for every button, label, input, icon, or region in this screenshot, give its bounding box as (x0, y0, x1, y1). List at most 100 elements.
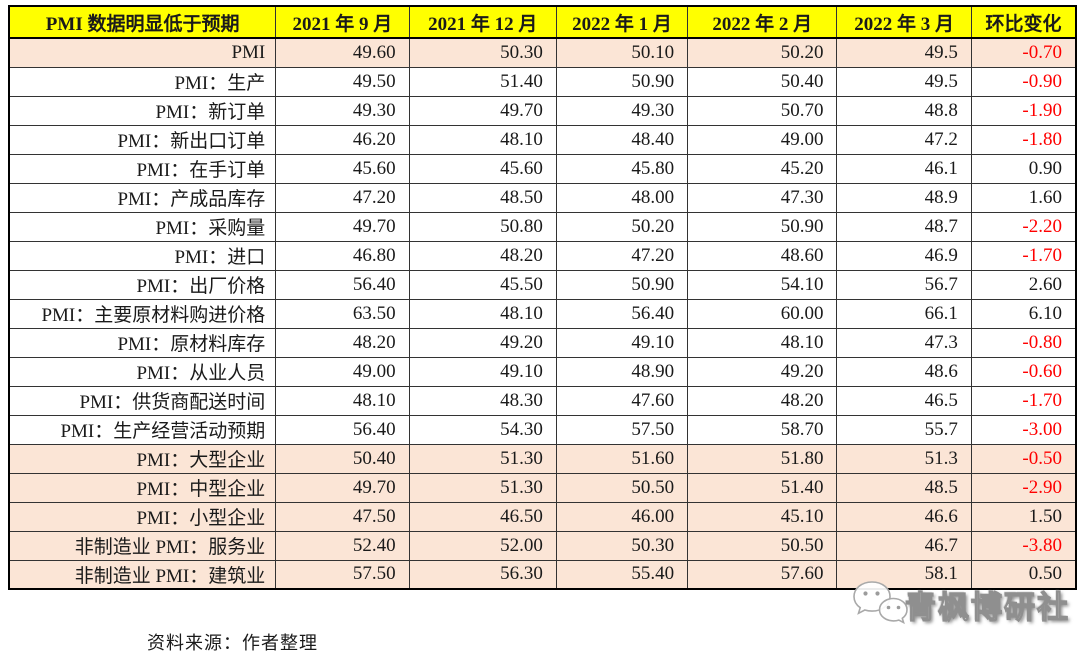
cell-value: 49.20 (408, 327, 557, 358)
row-label: PMI：进口 (8, 240, 277, 271)
row-label: 非制造业 PMI：建筑业 (8, 559, 277, 590)
table-row: PMI：小型企业 47.50 46.50 46.00 45.10 46.6 1.50 (8, 501, 1077, 532)
cell-value: 50.70 (687, 95, 838, 126)
row-label: PMI：新订单 (8, 95, 277, 126)
cell-value: 52.00 (408, 530, 557, 561)
cell-value: 50.90 (687, 211, 838, 242)
change-value: -2.20 (970, 211, 1077, 242)
change-value: -1.70 (970, 385, 1077, 416)
header-cell-2021-12: 2021 年 12 月 (408, 5, 557, 39)
cell-value: 49.30 (275, 95, 410, 126)
cell-value: 45.10 (687, 501, 838, 532)
cell-value: 48.50 (408, 182, 557, 213)
cell-value: 48.90 (555, 356, 689, 387)
cell-value: 54.30 (408, 414, 557, 445)
cell-value: 46.5 (836, 385, 972, 416)
cell-value: 48.10 (408, 124, 557, 155)
cell-value: 49.30 (555, 95, 689, 126)
cell-value: 48.9 (836, 182, 972, 213)
cell-value: 49.70 (275, 211, 410, 242)
change-value: -0.80 (970, 327, 1077, 358)
cell-value: 45.50 (408, 269, 557, 300)
row-label: PMI：主要原材料购进价格 (8, 298, 277, 329)
cell-value: 46.50 (408, 501, 557, 532)
cell-value: 47.50 (275, 501, 410, 532)
cell-value: 50.20 (555, 211, 689, 242)
header-cell-title: PMI 数据明显低于预期 (8, 5, 277, 39)
cell-value: 60.00 (687, 298, 838, 329)
cell-value: 48.00 (555, 182, 689, 213)
cell-value: 57.60 (687, 559, 838, 590)
change-value: -0.90 (970, 66, 1077, 97)
cell-value: 49.00 (275, 356, 410, 387)
cell-value: 55.40 (555, 559, 689, 590)
change-value: 1.50 (970, 501, 1077, 532)
cell-value: 56.40 (275, 414, 410, 445)
change-value: -1.80 (970, 124, 1077, 155)
cell-value: 50.50 (555, 472, 689, 503)
pmi-table: PMI 数据明显低于预期 2021 年 9 月 2021 年 12 月 2022… (8, 5, 1077, 590)
change-value: -0.50 (970, 443, 1077, 474)
change-value: -1.70 (970, 240, 1077, 271)
row-label: PMI：新出口订单 (8, 124, 277, 155)
row-label: 非制造业 PMI：服务业 (8, 530, 277, 561)
row-label: PMI：生产经营活动预期 (8, 414, 277, 445)
cell-value: 63.50 (275, 298, 410, 329)
cell-value: 54.10 (687, 269, 838, 300)
cell-value: 46.7 (836, 530, 972, 561)
table-row: PMI：从业人员 49.00 49.10 48.90 49.20 48.6 -0.60 (8, 356, 1077, 387)
cell-value: 45.60 (408, 153, 557, 184)
table-row: PMI：原材料库存 48.20 49.20 49.10 48.10 47.3 -0.80 (8, 327, 1077, 358)
table-row: PMI：新订单 49.30 49.70 49.30 50.70 48.8 -1.90 (8, 95, 1077, 126)
cell-value: 58.70 (687, 414, 838, 445)
cell-value: 50.50 (687, 530, 838, 561)
header-cell-2021-09: 2021 年 9 月 (275, 5, 410, 39)
cell-value: 49.5 (836, 66, 972, 97)
change-value: -0.70 (970, 37, 1077, 68)
cell-value: 56.40 (275, 269, 410, 300)
row-label: PMI：中型企业 (8, 472, 277, 503)
cell-value: 51.80 (687, 443, 838, 474)
cell-value: 49.5 (836, 37, 972, 68)
cell-value: 49.10 (555, 327, 689, 358)
cell-value: 48.20 (275, 327, 410, 358)
pmi-table-container: PMI 数据明显低于预期 2021 年 9 月 2021 年 12 月 2022… (8, 5, 1077, 590)
change-value: -0.60 (970, 356, 1077, 387)
row-label: PMI：从业人员 (8, 356, 277, 387)
cell-value: 48.5 (836, 472, 972, 503)
cell-value: 46.80 (275, 240, 410, 271)
cell-value: 51.40 (687, 472, 838, 503)
cell-value: 49.60 (275, 37, 410, 68)
cell-value: 46.6 (836, 501, 972, 532)
cell-value: 48.30 (408, 385, 557, 416)
cell-value: 50.40 (275, 443, 410, 474)
row-label: PMI：小型企业 (8, 501, 277, 532)
table-row: PMI 49.60 50.30 50.10 50.20 49.5 -0.70 (8, 37, 1077, 68)
cell-value: 51.3 (836, 443, 972, 474)
cell-value: 48.60 (687, 240, 838, 271)
table-row: PMI：生产经营活动预期 56.40 54.30 57.50 58.70 55.7 -3.0… (8, 414, 1077, 445)
cell-value: 45.80 (555, 153, 689, 184)
table-row: PMI：出厂价格 56.40 45.50 50.90 54.10 56.7 2.60 (8, 269, 1077, 300)
cell-value: 50.30 (555, 530, 689, 561)
cell-value: 49.00 (687, 124, 838, 155)
cell-value: 48.20 (408, 240, 557, 271)
table-row: 非制造业 PMI：建筑业 57.50 56.30 55.40 57.60 58.1 0.50 (8, 559, 1077, 590)
row-label: PMI：供货商配送时间 (8, 385, 277, 416)
row-label: PMI：原材料库存 (8, 327, 277, 358)
cell-value: 48.6 (836, 356, 972, 387)
row-label: PMI：出厂价格 (8, 269, 277, 300)
cell-value: 49.10 (408, 356, 557, 387)
change-value: 0.90 (970, 153, 1077, 184)
cell-value: 66.1 (836, 298, 972, 329)
table-row: PMI：生产 49.50 51.40 50.90 50.40 49.5 -0.90 (8, 66, 1077, 97)
change-value: 0.50 (970, 559, 1077, 590)
cell-value: 51.30 (408, 472, 557, 503)
row-label: PMI：生产 (8, 66, 277, 97)
cell-value: 45.20 (687, 153, 838, 184)
row-label: PMI (8, 37, 277, 68)
table-row: PMI：主要原材料购进价格 63.50 48.10 56.40 60.00 66.1 6.1… (8, 298, 1077, 329)
change-value: -1.90 (970, 95, 1077, 126)
cell-value: 48.10 (687, 327, 838, 358)
cell-value: 52.40 (275, 530, 410, 561)
